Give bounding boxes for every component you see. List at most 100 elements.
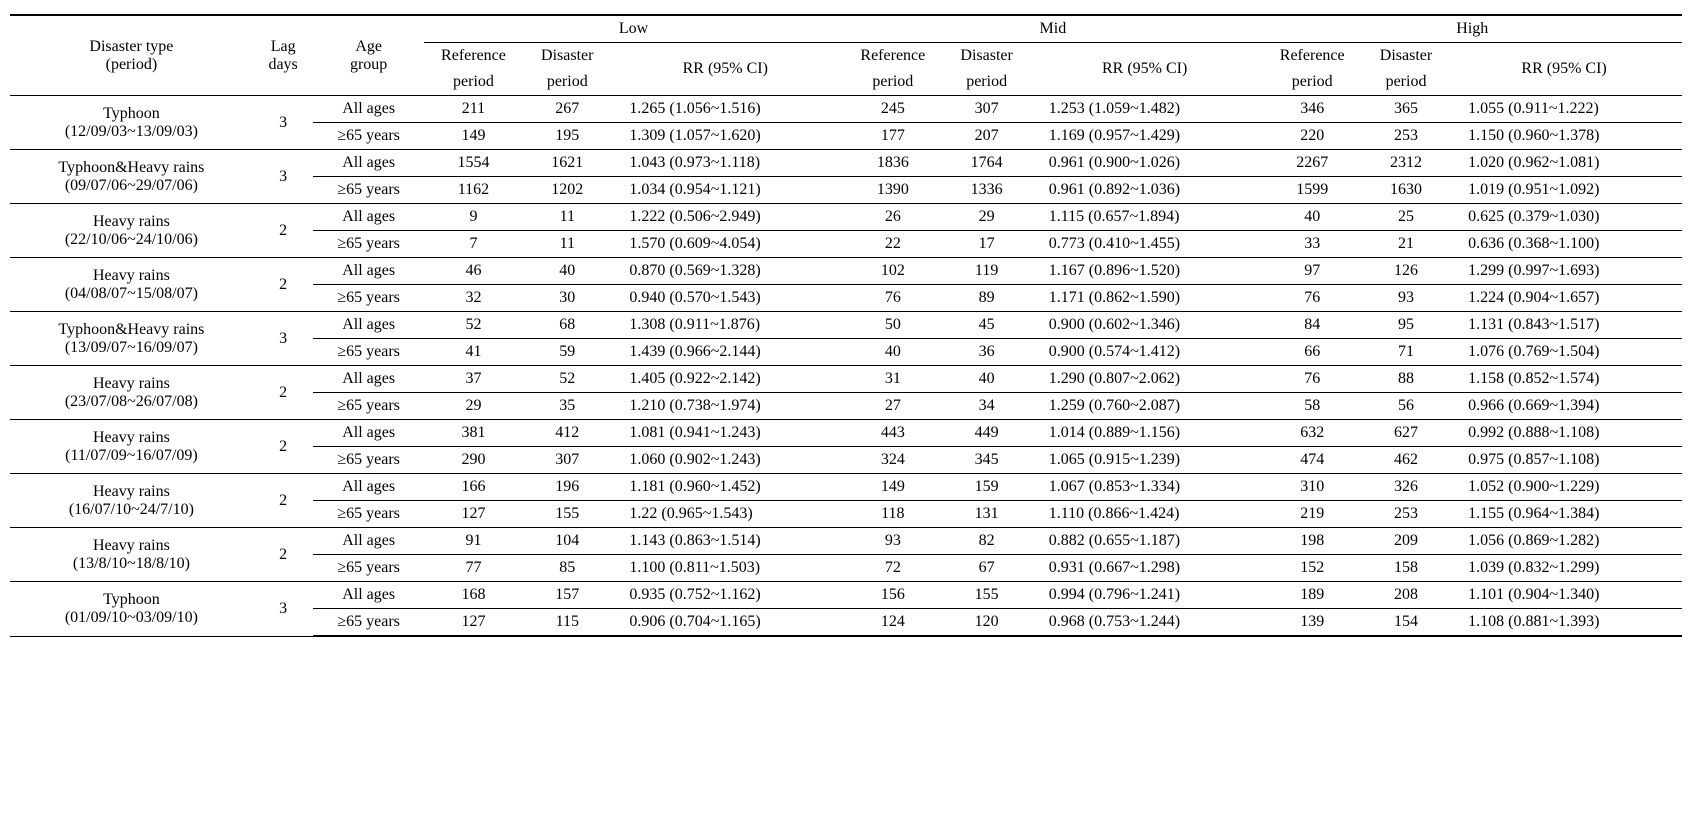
cell-high-ref: 33	[1263, 231, 1362, 258]
cell-lag: 2	[253, 474, 314, 528]
cell-high-dis: 462	[1362, 447, 1450, 474]
cell-mid-ref: 156	[843, 582, 942, 609]
cell-mid-rr: 1.115 (0.657~1.894)	[1031, 204, 1263, 231]
cell-mid-dis: 307	[942, 96, 1030, 123]
disaster-type-name: Typhoon&Heavy rains	[58, 321, 204, 338]
cell-high-rr: 0.625 (0.379~1.030)	[1450, 204, 1682, 231]
hdr-lag-l2: days	[268, 56, 297, 73]
cell-mid-dis: 89	[942, 285, 1030, 312]
cell-low-dis: 1202	[523, 177, 611, 204]
cell-mid-rr: 1.067 (0.853~1.334)	[1031, 474, 1263, 501]
cell-low-dis: 40	[523, 258, 611, 285]
cell-mid-rr: 1.014 (0.889~1.156)	[1031, 420, 1263, 447]
cell-high-rr: 1.299 (0.997~1.693)	[1450, 258, 1682, 285]
disaster-type-period: (13/09/07~16/09/07)	[65, 339, 198, 356]
cell-age: All ages	[313, 420, 423, 447]
cell-low-ref: 166	[424, 474, 523, 501]
cell-high-rr: 1.108 (0.881~1.393)	[1450, 609, 1682, 637]
cell-mid-rr: 1.169 (0.957~1.429)	[1031, 123, 1263, 150]
cell-high-rr: 1.224 (0.904~1.657)	[1450, 285, 1682, 312]
hdr-high-ref-l2: period	[1263, 69, 1362, 96]
cell-mid-dis: 120	[942, 609, 1030, 637]
cell-mid-rr: 1.110 (0.866~1.424)	[1031, 501, 1263, 528]
cell-lag: 3	[253, 96, 314, 150]
cell-mid-ref: 102	[843, 258, 942, 285]
cell-low-ref: 211	[424, 96, 523, 123]
cell-lag: 2	[253, 366, 314, 420]
cell-mid-rr: 0.994 (0.796~1.241)	[1031, 582, 1263, 609]
cell-lag: 2	[253, 204, 314, 258]
cell-mid-dis: 17	[942, 231, 1030, 258]
cell-high-dis: 2312	[1362, 150, 1450, 177]
cell-high-rr: 1.101 (0.904~1.340)	[1450, 582, 1682, 609]
cell-mid-dis: 1764	[942, 150, 1030, 177]
cell-lag: 3	[253, 582, 314, 637]
cell-high-dis: 56	[1362, 393, 1450, 420]
cell-age: All ages	[313, 150, 423, 177]
cell-mid-ref: 50	[843, 312, 942, 339]
table-head: Disaster type (period) Lag days Age grou…	[10, 15, 1682, 96]
cell-mid-dis: 34	[942, 393, 1030, 420]
cell-mid-dis: 29	[942, 204, 1030, 231]
cell-mid-dis: 1336	[942, 177, 1030, 204]
hdr-low-rr: RR (95% CI)	[611, 43, 843, 96]
cell-high-rr: 1.150 (0.960~1.378)	[1450, 123, 1682, 150]
hdr-lag: Lag days	[253, 15, 314, 96]
cell-low-ref: 127	[424, 609, 523, 637]
cell-age: ≥65 years	[313, 447, 423, 474]
hdr-disaster-type: Disaster type (period)	[10, 15, 253, 96]
cell-mid-dis: 40	[942, 366, 1030, 393]
cell-disaster-type: Heavy rains(22/10/06~24/10/06)	[10, 204, 253, 258]
cell-age: All ages	[313, 528, 423, 555]
cell-mid-rr: 1.290 (0.807~2.062)	[1031, 366, 1263, 393]
cell-mid-ref: 177	[843, 123, 942, 150]
cell-high-rr: 0.636 (0.368~1.100)	[1450, 231, 1682, 258]
disaster-type-period: (23/07/08~26/07/08)	[65, 393, 198, 410]
hdr-disaster-type-l1: Disaster type	[89, 38, 173, 55]
cell-high-rr: 1.131 (0.843~1.517)	[1450, 312, 1682, 339]
cell-high-ref: 1599	[1263, 177, 1362, 204]
cell-low-dis: 85	[523, 555, 611, 582]
cell-low-ref: 1554	[424, 150, 523, 177]
cell-low-rr: 0.935 (0.752~1.162)	[611, 582, 843, 609]
hdr-age: Age group	[313, 15, 423, 96]
cell-low-dis: 196	[523, 474, 611, 501]
hdr-low-ref-l1: Reference	[424, 43, 523, 70]
hdr-level-high: High	[1263, 15, 1682, 43]
cell-mid-rr: 1.167 (0.896~1.520)	[1031, 258, 1263, 285]
cell-mid-rr: 0.900 (0.574~1.412)	[1031, 339, 1263, 366]
hdr-age-l1: Age	[355, 38, 382, 55]
cell-disaster-type: Heavy rains(16/07/10~24/7/10)	[10, 474, 253, 528]
cell-low-dis: 30	[523, 285, 611, 312]
cell-mid-rr: 0.900 (0.602~1.346)	[1031, 312, 1263, 339]
cell-low-dis: 412	[523, 420, 611, 447]
cell-mid-dis: 155	[942, 582, 1030, 609]
cell-disaster-type: Typhoon(12/09/03~13/09/03)	[10, 96, 253, 150]
table-row: Typhoon(12/09/03~13/09/03)3All ages21126…	[10, 96, 1682, 123]
disaster-type-period: (09/07/06~29/07/06)	[65, 177, 198, 194]
cell-high-rr: 0.975 (0.857~1.108)	[1450, 447, 1682, 474]
cell-mid-ref: 93	[843, 528, 942, 555]
cell-low-ref: 32	[424, 285, 523, 312]
cell-high-ref: 84	[1263, 312, 1362, 339]
cell-disaster-type: Heavy rains(23/07/08~26/07/08)	[10, 366, 253, 420]
cell-age: All ages	[313, 474, 423, 501]
cell-age: All ages	[313, 258, 423, 285]
hdr-mid-ref-l2: period	[843, 69, 942, 96]
cell-mid-dis: 119	[942, 258, 1030, 285]
cell-high-dis: 154	[1362, 609, 1450, 637]
cell-age: ≥65 years	[313, 339, 423, 366]
cell-low-ref: 9	[424, 204, 523, 231]
cell-low-dis: 1621	[523, 150, 611, 177]
cell-lag: 3	[253, 312, 314, 366]
cell-low-ref: 29	[424, 393, 523, 420]
cell-low-ref: 381	[424, 420, 523, 447]
cell-mid-dis: 345	[942, 447, 1030, 474]
hdr-high-dis-l2: period	[1362, 69, 1450, 96]
cell-mid-rr: 1.253 (1.059~1.482)	[1031, 96, 1263, 123]
disaster-type-name: Heavy rains	[93, 375, 170, 392]
cell-mid-dis: 159	[942, 474, 1030, 501]
table-row: Heavy rains(22/10/06~24/10/06)2All ages9…	[10, 204, 1682, 231]
cell-high-dis: 627	[1362, 420, 1450, 447]
hdr-low-ref-l2: period	[424, 69, 523, 96]
